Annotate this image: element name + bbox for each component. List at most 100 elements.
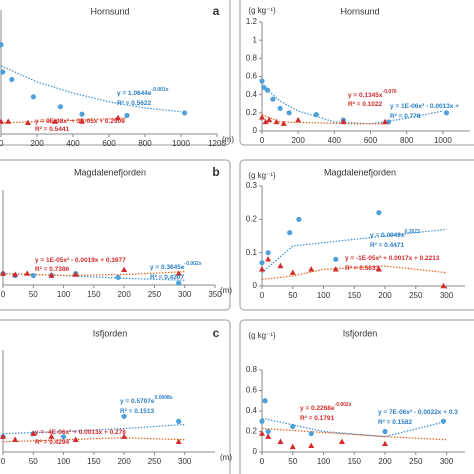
x-tick-label: 600 — [102, 139, 116, 148]
trendline — [261, 417, 447, 438]
triangle-point — [295, 116, 302, 123]
circle-point — [0, 42, 4, 48]
x-tick-label: 800 — [400, 136, 414, 145]
y-axis-label: (g kg⁻¹) — [248, 171, 276, 180]
equation-exponent: 0.2673 — [405, 229, 421, 235]
triangle-point — [72, 271, 79, 277]
equation-text: y = 0.0949x — [370, 232, 405, 239]
x-tick-label: 200 — [378, 457, 392, 466]
panel-title: Magdalenefjorden — [324, 167, 396, 177]
circle-point — [259, 260, 265, 266]
x-tick-label: 150 — [348, 457, 362, 466]
equation-text: y = 0.3645e — [150, 264, 185, 271]
triangle-point — [265, 256, 272, 262]
panel-border — [239, 0, 474, 146]
x-axis-label: (m) — [220, 453, 232, 462]
triangle-point — [48, 272, 55, 278]
equation-text: R² = 0.7386 — [35, 266, 70, 273]
y-tick-label: 0 — [253, 281, 258, 290]
equation: R² = 0.1022 — [348, 101, 383, 108]
equation: R² = 0.778 — [390, 113, 421, 120]
circle-point — [265, 250, 271, 256]
equation-text: R² = 0.5441 — [35, 126, 70, 133]
equation: R² = 0.1791 — [300, 415, 335, 422]
trendline — [2, 437, 185, 443]
equation: y = 0.0949x0.2673 — [370, 229, 420, 238]
circle-point — [182, 110, 188, 116]
trendline — [0, 65, 182, 113]
panel-title: Hornsund — [90, 6, 129, 16]
triangle-point — [0, 270, 6, 276]
equation-text: y = 1E-05x² - 0.0019x + 0.3977 — [35, 257, 126, 264]
x-tick-label: 600 — [364, 136, 378, 145]
circle-point — [30, 94, 36, 100]
x-tick-label: 150 — [87, 457, 101, 466]
circle-point — [259, 418, 265, 424]
x-tick-label: 0 — [260, 291, 265, 300]
trendline — [261, 228, 447, 274]
circle-point — [79, 111, 85, 117]
x-tick-label: 400 — [66, 139, 80, 148]
equation-text: R² = 0.4471 — [370, 242, 405, 249]
equation-text: R² = 0.5633 — [345, 265, 380, 272]
equation: y = -4E-06x² + 0.0013x + 0.278 — [35, 429, 126, 436]
circle-point — [121, 413, 127, 419]
y-axis-label: (g kg⁻¹) — [248, 331, 276, 340]
x-tick-label: 150 — [87, 290, 101, 299]
x-tick-label: 300 — [178, 290, 192, 299]
circle-point — [176, 280, 182, 286]
x-tick-label: 0 — [1, 290, 6, 299]
triangle-point — [52, 118, 58, 124]
x-tick-label: 300 — [440, 291, 454, 300]
x-tick-label: 200 — [117, 290, 131, 299]
equation: R² = 0.1582 — [378, 419, 413, 426]
y-tick-label: 0.6 — [246, 72, 258, 81]
y-tick-label: 1.2 — [246, 17, 258, 26]
x-tick-label: 1000 — [434, 136, 452, 145]
trendline — [261, 427, 447, 441]
triangle-point — [175, 438, 182, 444]
equation-text: R² = 0.4307 — [150, 274, 185, 281]
panel-border — [0, 159, 231, 311]
x-tick-label: 100 — [57, 457, 71, 466]
x-tick-label: 200 — [30, 139, 44, 148]
triangle-point — [280, 120, 287, 126]
equation: y = 1E-06x² - 0.0013x + — [390, 103, 459, 110]
x-tick-label: 300 — [178, 457, 192, 466]
circle-point — [376, 210, 382, 216]
triangle-point — [5, 118, 12, 124]
equation-exponent: -0.076 — [383, 89, 397, 95]
x-tick-label: 0 — [1, 457, 6, 466]
equation-text: R² = 0.5622 — [117, 100, 152, 107]
x-tick-label: 250 — [409, 291, 423, 300]
equation-text: R² = 0.4294 — [35, 439, 70, 446]
equation: y = 0.3645e-0.002x — [150, 261, 202, 270]
circle-point — [261, 84, 267, 90]
triangle-point — [259, 266, 265, 272]
triangle-point — [12, 436, 19, 442]
circle-point — [115, 274, 121, 280]
triangle-point — [277, 262, 284, 269]
y-tick-label: 0 — [253, 126, 258, 135]
triangle-point — [25, 119, 31, 126]
equation: y = 0.1345x-0.076 — [348, 89, 397, 98]
circle-point — [382, 428, 388, 435]
triangle-point — [332, 266, 339, 272]
circle-point — [286, 110, 292, 116]
equation: y = 0.5707e0.0008x — [120, 395, 173, 404]
x-tick-label: 200 — [117, 457, 131, 466]
x-tick-label: 250 — [409, 457, 423, 466]
circle-point — [264, 87, 271, 93]
y-axis-label: (g kg⁻¹) — [248, 6, 276, 15]
x-tick-label: 1000 — [172, 139, 190, 148]
x-tick-label: 50 — [29, 457, 38, 466]
trendline — [261, 85, 443, 125]
triangle-point — [277, 438, 284, 444]
equation-exponent: -0.002x — [185, 261, 202, 267]
triangle-point — [115, 114, 121, 121]
triangle-point — [79, 118, 85, 124]
equation-text: y = 9E-08x² + 3E-05x + 0.2908 — [35, 118, 125, 125]
triangle-point — [259, 430, 265, 436]
y-tick-label: 0 — [253, 447, 258, 456]
triangle-point — [24, 270, 31, 276]
